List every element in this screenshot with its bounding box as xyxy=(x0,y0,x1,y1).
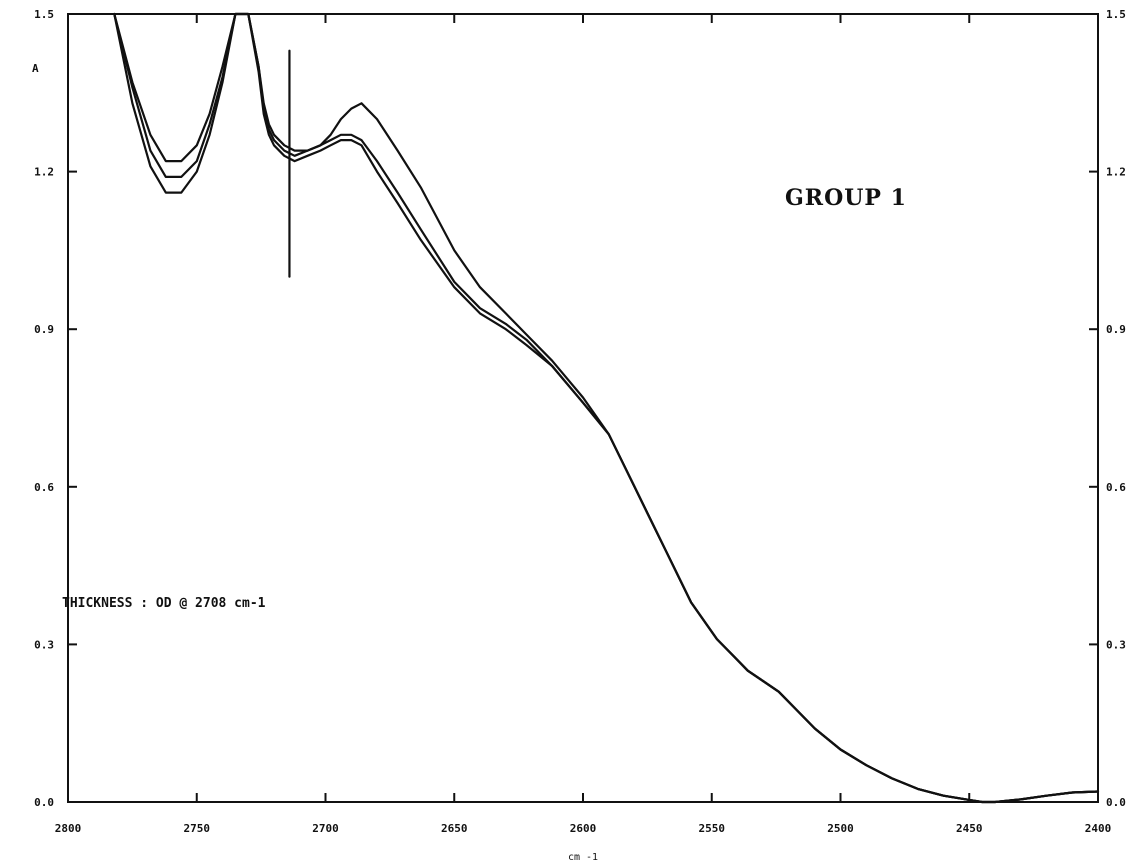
y-tick-label-left: 0.3 xyxy=(34,638,54,651)
x-tick-label: 2450 xyxy=(956,822,983,835)
series-line-3 xyxy=(113,12,1100,804)
y-axis-unit: A xyxy=(32,62,39,75)
y-tick-label-right: 0.0 xyxy=(1106,796,1126,809)
y-tick-label-right: 0.6 xyxy=(1106,481,1126,494)
series-line-1 xyxy=(113,12,1100,804)
x-tick-label: 2650 xyxy=(441,822,468,835)
x-tick-label: 2600 xyxy=(570,822,597,835)
group-label: GROUP 1 xyxy=(785,185,907,211)
x-axis-unit: cm -1 xyxy=(568,852,598,863)
series-line-2 xyxy=(113,12,1100,804)
series-layer xyxy=(113,12,1100,804)
tick-marks xyxy=(67,13,1099,803)
y-tick-label-left: 0.6 xyxy=(34,481,54,494)
y-tick-label-left: 0.0 xyxy=(34,796,54,809)
y-tick-label-right: 0.3 xyxy=(1106,638,1126,651)
x-tick-label: 2700 xyxy=(312,822,339,835)
y-tick-label-right: 0.9 xyxy=(1106,323,1126,336)
x-tick-label: 2500 xyxy=(827,822,854,835)
thickness-annotation: THICKNESS : OD @ 2708 cm-1 xyxy=(62,596,266,611)
x-tick-label: 2800 xyxy=(55,822,82,835)
y-tick-label-left: 0.9 xyxy=(34,323,54,336)
y-tick-label-left: 1.5 xyxy=(34,8,54,21)
y-tick-label-right: 1.5 xyxy=(1106,8,1126,21)
x-tick-label: 2550 xyxy=(699,822,726,835)
x-tick-label: 2750 xyxy=(184,822,211,835)
plot-frame xyxy=(67,13,1099,803)
x-tick-label: 2400 xyxy=(1085,822,1112,835)
y-tick-label-left: 1.2 xyxy=(34,166,54,179)
y-tick-label-right: 1.2 xyxy=(1106,166,1126,179)
